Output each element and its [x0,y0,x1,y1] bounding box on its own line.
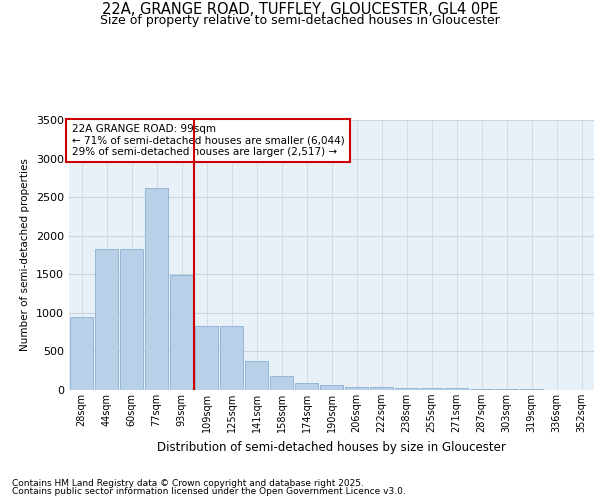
Text: Contains public sector information licensed under the Open Government Licence v3: Contains public sector information licen… [12,487,406,496]
Bar [445,388,468,390]
Bar [270,376,293,390]
X-axis label: Distribution of semi-detached houses by size in Gloucester: Distribution of semi-detached houses by … [157,440,506,454]
Bar [470,389,493,390]
Bar [220,326,243,390]
Bar [95,249,118,390]
Bar [495,389,518,390]
Y-axis label: Number of semi-detached properties: Number of semi-detached properties [20,158,31,352]
Text: Size of property relative to semi-detached houses in Gloucester: Size of property relative to semi-detach… [100,14,500,27]
Bar [195,326,218,390]
Bar [395,388,418,390]
Bar [145,188,168,390]
Bar [120,249,143,390]
Text: 22A, GRANGE ROAD, TUFFLEY, GLOUCESTER, GL4 0PE: 22A, GRANGE ROAD, TUFFLEY, GLOUCESTER, G… [102,2,498,18]
Bar [370,387,393,390]
Bar [295,382,318,390]
Bar [170,275,193,390]
Bar [245,360,268,390]
Text: Contains HM Land Registry data © Crown copyright and database right 2025.: Contains HM Land Registry data © Crown c… [12,478,364,488]
Bar [420,388,443,390]
Bar [345,387,368,390]
Text: 22A GRANGE ROAD: 99sqm
← 71% of semi-detached houses are smaller (6,044)
29% of : 22A GRANGE ROAD: 99sqm ← 71% of semi-det… [71,124,344,157]
Bar [320,385,343,390]
Bar [70,316,93,390]
